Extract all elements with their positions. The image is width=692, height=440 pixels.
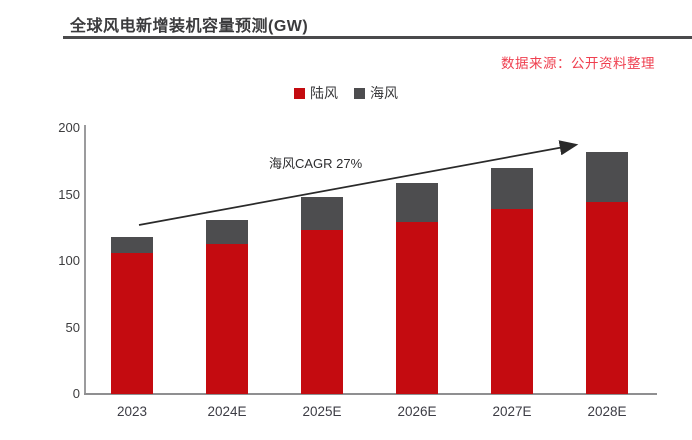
offshore-swatch-icon <box>354 87 365 99</box>
bar-segment-海风 <box>586 151 628 203</box>
x-axis-category-label: 2025E <box>302 404 342 419</box>
chart-legend: 陆风 海风 <box>0 83 692 103</box>
y-axis-line <box>84 125 86 395</box>
bar-segment-海风 <box>111 237 153 253</box>
legend-label-onshore: 陆风 <box>310 85 338 101</box>
page-title: 全球风电新增装机容量预测(GW) <box>70 18 309 35</box>
x-axis-category-label: 2028E <box>587 404 627 419</box>
bar-segment-海风 <box>491 167 533 210</box>
bar-segment-海风 <box>396 182 438 223</box>
x-axis-line <box>84 393 657 395</box>
x-axis-category-label: 2024E <box>207 404 247 419</box>
legend-label-offshore: 海风 <box>370 85 398 101</box>
bar-segment-海风 <box>206 219 248 244</box>
y-axis-tick-label: 100 <box>58 253 80 268</box>
y-axis-tick-label: 200 <box>58 120 80 135</box>
bar-segment-陆风 <box>206 243 248 394</box>
onshore-swatch-icon <box>294 87 305 99</box>
bar-segment-陆风 <box>301 230 343 394</box>
legend-item-offshore: 海风 <box>354 83 398 103</box>
x-axis-category-label: 2023 <box>116 404 148 419</box>
bar-segment-陆风 <box>586 202 628 394</box>
cagr-annotation: 海风CAGR 27% <box>269 156 363 171</box>
x-axis-category-label: 2026E <box>397 404 437 419</box>
y-axis-tick-label: 50 <box>65 319 80 335</box>
bar-segment-陆风 <box>396 222 438 394</box>
bar-segment-海风 <box>301 197 343 231</box>
data-source-note: 数据来源：公开资料整理 <box>501 56 655 71</box>
title-underline <box>63 36 692 39</box>
bar-segment-陆风 <box>111 253 153 394</box>
y-axis-tick-label: 150 <box>58 186 80 202</box>
bar-segment-陆风 <box>491 209 533 394</box>
y-axis-tick-label: 0 <box>72 386 80 401</box>
legend-item-onshore: 陆风 <box>294 83 338 103</box>
x-axis-category-label: 2027E <box>492 404 532 419</box>
